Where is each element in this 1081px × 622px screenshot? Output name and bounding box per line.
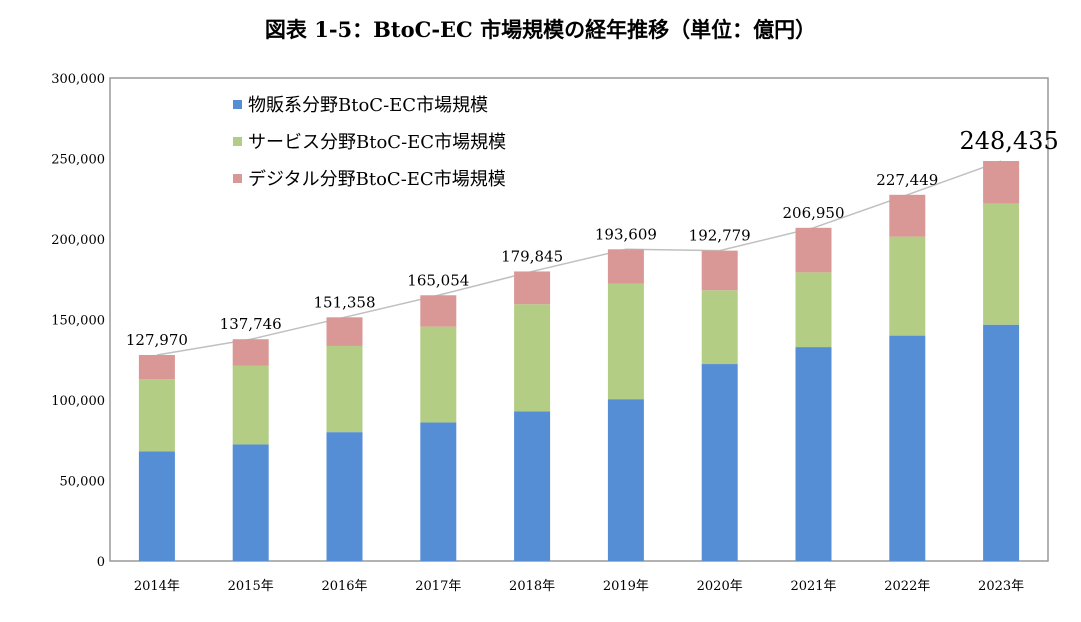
bar-goods-2023 bbox=[983, 324, 1020, 561]
bar-goods-2022 bbox=[889, 335, 926, 561]
bar-goods-2020 bbox=[701, 364, 738, 561]
legend-swatch-1 bbox=[233, 137, 242, 146]
x-tick-label: 2023年 bbox=[978, 579, 1024, 594]
x-tick-label: 2016年 bbox=[321, 579, 367, 594]
x-tick-label: 2021年 bbox=[790, 579, 836, 594]
bar-services-2015 bbox=[232, 365, 269, 445]
bar-services-2017 bbox=[420, 326, 457, 423]
bar-services-2019 bbox=[607, 283, 644, 400]
bar-services-2018 bbox=[514, 304, 551, 412]
x-tick-label: 2015年 bbox=[228, 579, 274, 594]
total-label: 248,435 bbox=[959, 127, 1058, 155]
bar-digital-2022 bbox=[889, 194, 926, 237]
total-label: 151,358 bbox=[313, 293, 375, 311]
y-tick-label: 200,000 bbox=[51, 233, 105, 248]
bar-digital-2018 bbox=[514, 271, 551, 305]
y-tick-label: 150,000 bbox=[51, 314, 105, 329]
bar-digital-2020 bbox=[701, 250, 738, 291]
bar-digital-2015 bbox=[232, 339, 269, 366]
legend-swatch-2 bbox=[233, 174, 242, 183]
legend-label: サービス分野BtoC-EC市場規模 bbox=[248, 132, 506, 153]
bar-goods-2017 bbox=[420, 422, 457, 561]
y-tick-label: 100,000 bbox=[51, 394, 105, 409]
x-tick-label: 2022年 bbox=[884, 579, 930, 594]
bar-services-2023 bbox=[983, 203, 1020, 325]
y-tick-label: 250,000 bbox=[51, 153, 105, 168]
bar-services-2020 bbox=[701, 290, 738, 365]
y-tick-label: 50,000 bbox=[60, 475, 106, 490]
bar-services-2022 bbox=[889, 236, 926, 336]
chart-title: 図表 1-5：BtoC-EC 市場規模の経年推移（単位：億円） bbox=[264, 17, 817, 42]
total-label: 227,449 bbox=[876, 171, 938, 189]
total-label: 137,746 bbox=[220, 315, 282, 333]
total-label: 179,845 bbox=[501, 247, 563, 265]
bar-digital-2021 bbox=[795, 227, 832, 273]
bar-goods-2014 bbox=[138, 451, 175, 561]
bar-services-2014 bbox=[138, 379, 175, 452]
total-label: 206,950 bbox=[782, 204, 844, 222]
bar-digital-2014 bbox=[138, 354, 175, 380]
y-tick-label: 0 bbox=[97, 555, 105, 570]
total-label: 193,609 bbox=[595, 225, 657, 243]
total-label: 127,970 bbox=[126, 331, 188, 349]
bar-goods-2016 bbox=[326, 432, 363, 561]
total-label: 192,779 bbox=[689, 227, 751, 245]
x-tick-label: 2020年 bbox=[697, 579, 743, 594]
legend-label: 物販系分野BtoC-EC市場規模 bbox=[248, 95, 488, 116]
bar-digital-2017 bbox=[420, 295, 457, 327]
bar-digital-2019 bbox=[607, 249, 644, 284]
x-tick-label: 2019年 bbox=[603, 579, 649, 594]
legend-label: デジタル分野BtoC-EC市場規模 bbox=[248, 169, 506, 190]
bar-goods-2021 bbox=[795, 347, 832, 561]
x-tick-label: 2014年 bbox=[134, 579, 180, 594]
y-tick-label: 300,000 bbox=[51, 72, 105, 87]
total-label: 165,054 bbox=[407, 271, 469, 289]
x-tick-label: 2018年 bbox=[509, 579, 555, 594]
bar-digital-2016 bbox=[326, 317, 363, 346]
bar-goods-2019 bbox=[607, 399, 644, 561]
bar-goods-2015 bbox=[232, 444, 269, 561]
legend-swatch-0 bbox=[233, 100, 242, 109]
bar-services-2016 bbox=[326, 345, 363, 433]
bar-digital-2023 bbox=[983, 161, 1020, 204]
bar-goods-2018 bbox=[514, 411, 551, 561]
x-tick-label: 2017年 bbox=[415, 579, 461, 594]
total-line bbox=[156, 160, 1002, 356]
bar-services-2021 bbox=[795, 272, 832, 348]
